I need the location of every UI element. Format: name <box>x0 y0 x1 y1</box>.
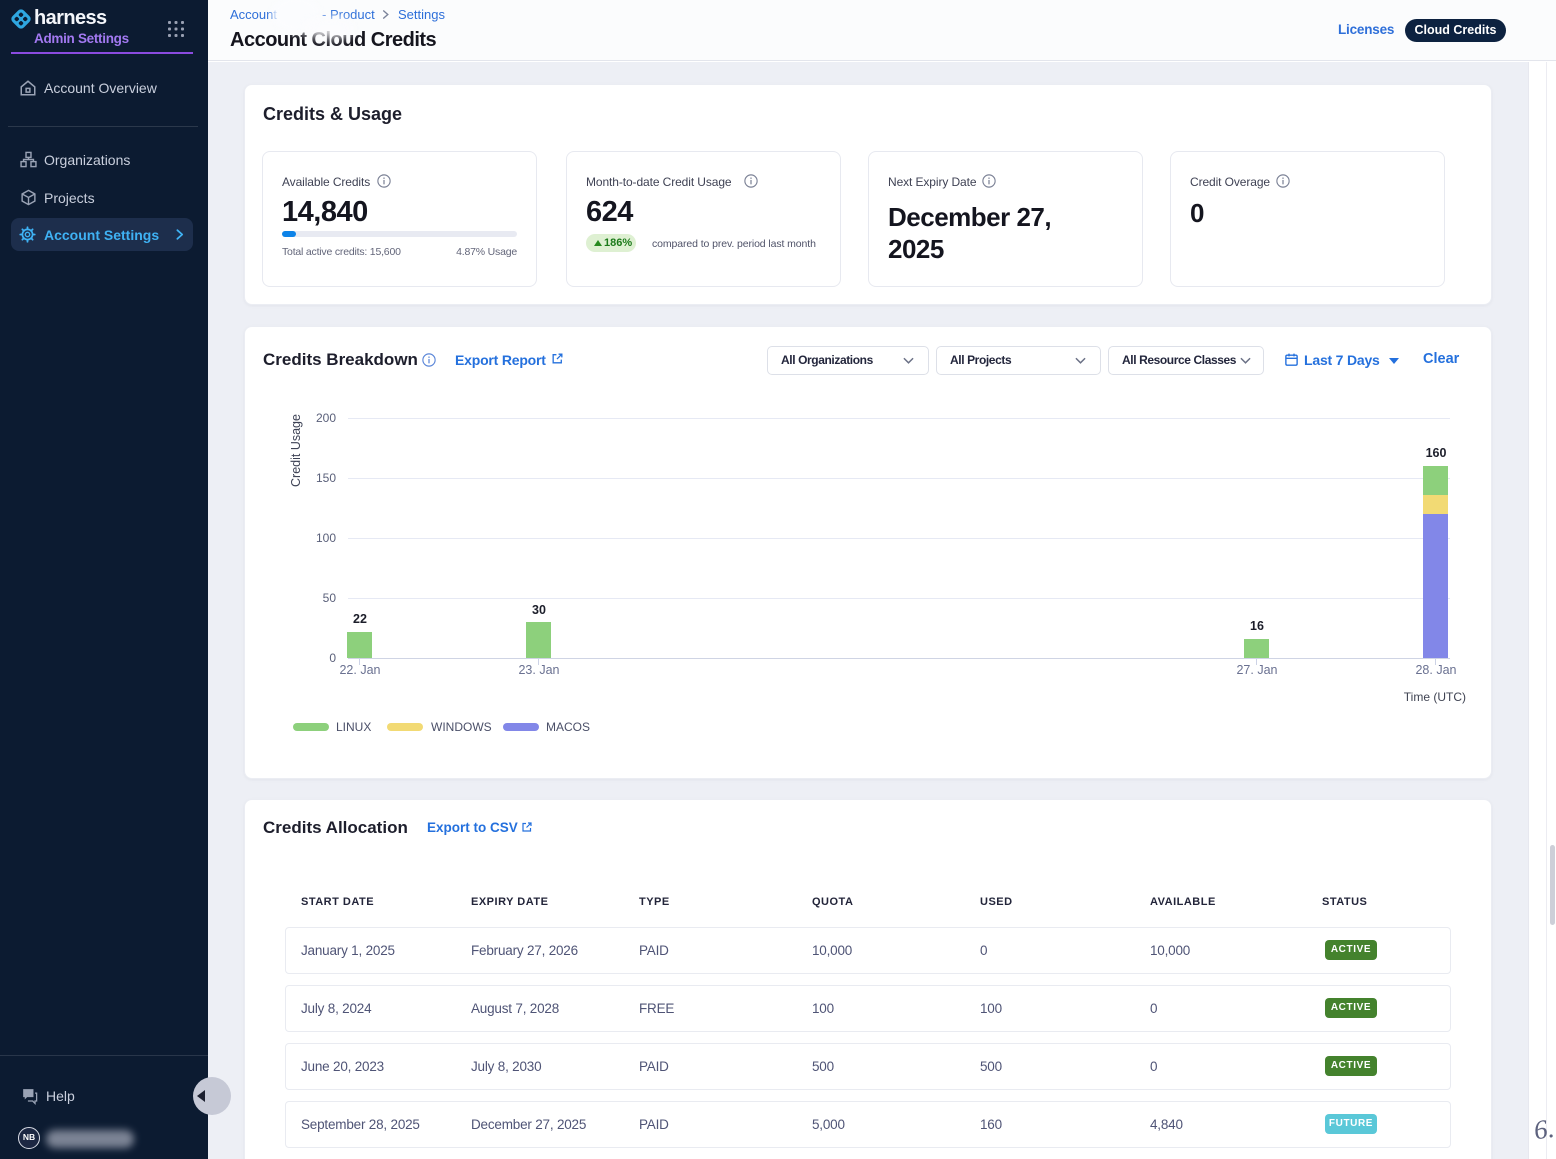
svg-text:?: ? <box>26 1090 30 1098</box>
